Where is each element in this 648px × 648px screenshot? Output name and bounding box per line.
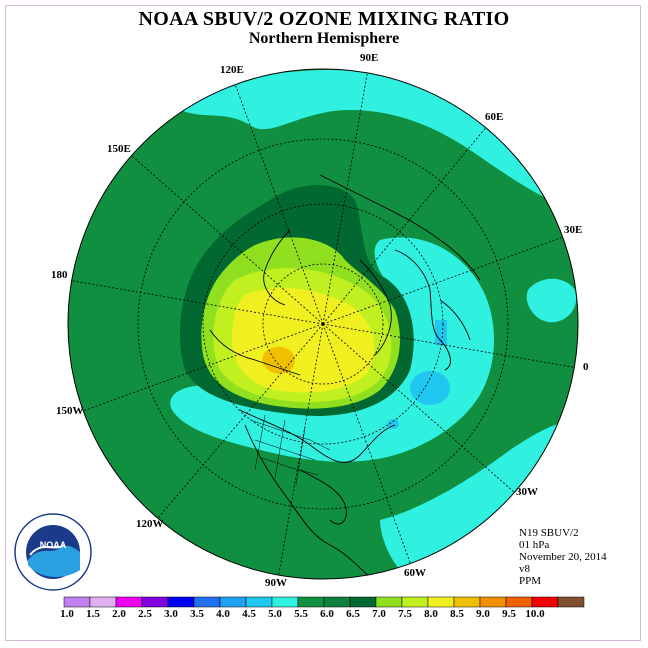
product-info: N19 SBUV/2 01 hPa November 20, 2014 v8 P…: [519, 527, 607, 587]
colorbar-tick-label: 9.5: [502, 608, 516, 620]
colorbar-swatch: [141, 596, 169, 608]
colorbar-tick-label: 3.5: [190, 608, 204, 620]
colorbar-swatch: [193, 596, 221, 608]
coastlines: [209, 174, 481, 579]
colorbar-swatch: [427, 596, 455, 608]
page-title: NOAA SBUV/2 OZONE MIXING RATIO: [138, 8, 510, 30]
colorbar-tick-label: 5.0: [268, 608, 282, 620]
colorbar-tick-label: 4.5: [242, 608, 256, 620]
colorbar-swatch: [531, 596, 559, 608]
lon-label-60w: 60W: [404, 567, 426, 579]
ozone-field-4-0-c: [387, 419, 399, 429]
colorbar-swatch: [271, 596, 299, 608]
political-borders: [249, 414, 331, 486]
lon-label-90w: 90W: [265, 577, 287, 589]
colorbar-tick-label: 8.5: [450, 608, 464, 620]
colorbar-tick-label: 1.5: [86, 608, 100, 620]
colorbar-swatch: [505, 596, 533, 608]
colorbar-swatch: [453, 596, 481, 608]
colorbar-swatch: [63, 596, 91, 608]
colorbar-tick-label: 6.0: [320, 608, 334, 620]
colorbar-swatch: [167, 596, 195, 608]
ozone-field-4-0: [410, 371, 450, 405]
colorbar-tick-label: 10.0: [525, 608, 545, 620]
colorbar: [63, 596, 585, 608]
ozone-field-4-0-b: [435, 320, 447, 345]
lon-label-30e: 30E: [564, 224, 582, 236]
page-frame: [5, 5, 641, 641]
colorbar-tick-label: 5.5: [294, 608, 308, 620]
colorbar-swatch: [349, 596, 377, 608]
lon-label-150e: 150E: [107, 143, 131, 155]
noaa-logo: NOAA: [14, 513, 92, 591]
colorbar-tick-label: 7.5: [398, 608, 412, 620]
lon-label-0: 0: [583, 361, 589, 373]
colorbar-swatch: [479, 596, 507, 608]
colorbar-tick-label: 8.0: [424, 608, 438, 620]
colorbar-swatch: [401, 596, 429, 608]
level-label: 01 hPa: [519, 539, 550, 551]
lon-label-30w: 30W: [516, 486, 538, 498]
noaa-logo-text: NOAA: [40, 540, 67, 550]
colorbar-swatch: [115, 596, 143, 608]
satellite-label: N19 SBUV/2: [519, 527, 579, 539]
ozone-field-4-5-east: [526, 278, 577, 323]
colorbar-tick-label: 4.0: [216, 608, 230, 620]
page-subtitle: Northern Hemisphere: [248, 30, 400, 47]
version-label: v8: [519, 563, 530, 575]
colorbar-swatch: [245, 596, 273, 608]
colorbar-swatch: [375, 596, 403, 608]
colorbar-swatch: [219, 596, 247, 608]
lon-label-120e: 120E: [220, 64, 244, 76]
graticule: [68, 69, 578, 579]
colorbar-swatch: [297, 596, 325, 608]
colorbar-swatch: [89, 596, 117, 608]
lon-label-150w: 150W: [56, 405, 84, 417]
colorbar-tick-label: 2.5: [138, 608, 152, 620]
lon-label-180: 180: [51, 269, 68, 281]
colorbar-tick-label: 9.0: [476, 608, 490, 620]
lon-label-120w: 120W: [136, 518, 164, 530]
lon-label-60e: 60E: [485, 111, 503, 123]
colorbar-tick-label: 7.0: [372, 608, 386, 620]
colorbar-tick-label: 2.0: [112, 608, 126, 620]
date-label: November 20, 2014: [519, 551, 607, 563]
map-boundary: [67, 68, 579, 580]
units-label: PPM: [519, 575, 542, 587]
colorbar-tick-label: 6.5: [346, 608, 360, 620]
colorbar-tick-label: 3.0: [164, 608, 178, 620]
colorbar-swatch: [557, 596, 585, 608]
lon-label-90e: 90E: [360, 52, 378, 64]
colorbar-swatch: [323, 596, 351, 608]
colorbar-tick-label: 1.0: [60, 608, 74, 620]
